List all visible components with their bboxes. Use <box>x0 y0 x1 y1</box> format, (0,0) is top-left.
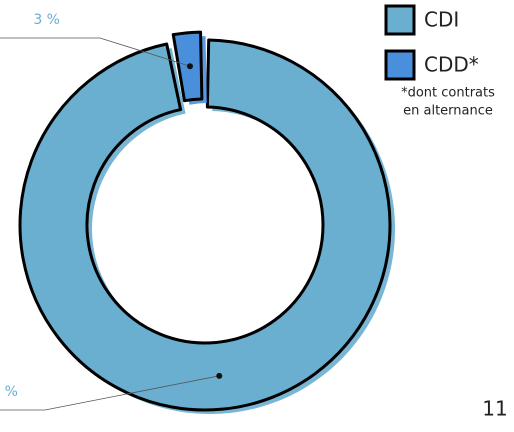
legend-note: *dont contrats <box>401 86 495 101</box>
legend-swatch <box>384 49 416 81</box>
legend-label: CDI <box>424 8 459 32</box>
legend-label: CDD* <box>424 53 479 77</box>
value-label: 97 % <box>0 384 18 400</box>
leader-dot <box>186 63 193 70</box>
value-label: 3 % <box>33 12 60 28</box>
leader-line <box>0 375 220 411</box>
legend-note: en alternance <box>403 104 493 119</box>
page-number: 11 <box>482 397 507 421</box>
slice <box>18 38 392 412</box>
leader-dot <box>216 372 223 379</box>
leader-line <box>0 37 191 67</box>
legend-swatch <box>384 4 416 36</box>
